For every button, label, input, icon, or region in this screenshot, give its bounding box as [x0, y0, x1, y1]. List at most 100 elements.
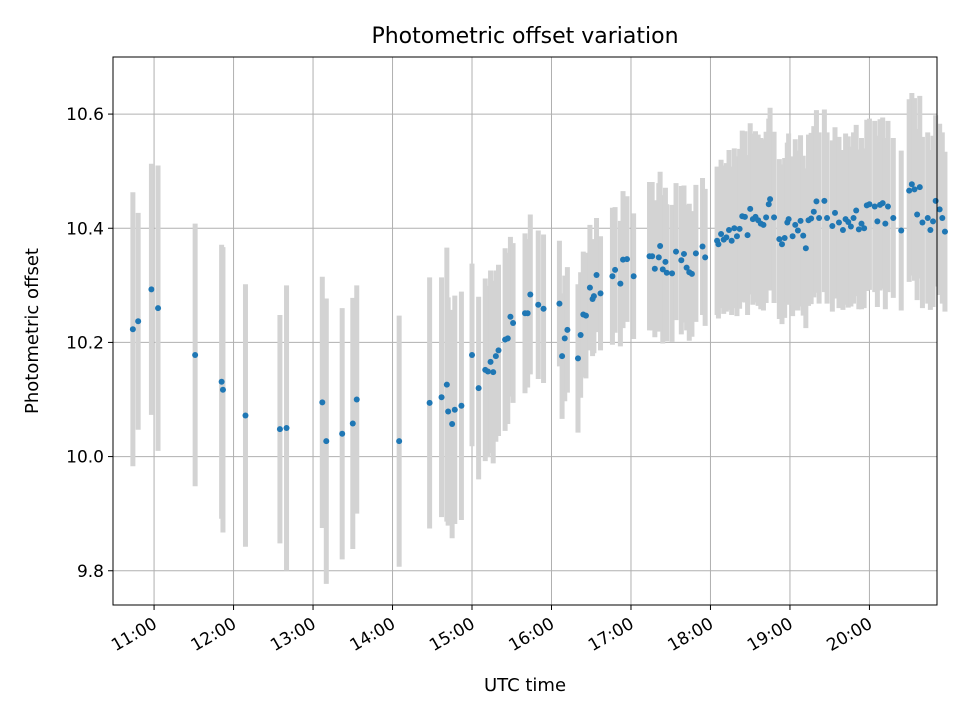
data-point — [771, 214, 778, 221]
data-point — [630, 273, 637, 280]
data-point — [651, 265, 658, 272]
data-point — [911, 186, 918, 193]
data-point — [490, 369, 497, 376]
data-point — [527, 291, 534, 298]
data-point — [649, 253, 656, 260]
data-point — [353, 396, 360, 403]
data-point — [813, 198, 820, 205]
data-point — [148, 286, 155, 293]
data-point — [475, 385, 482, 392]
data-point — [874, 218, 881, 225]
data-point — [802, 245, 809, 252]
data-point — [726, 226, 733, 233]
data-point — [728, 237, 735, 244]
data-point — [792, 221, 799, 228]
data-point — [850, 214, 857, 221]
y-tick-label: 10.4 — [66, 219, 104, 239]
data-point — [678, 257, 685, 264]
data-point — [767, 196, 774, 203]
data-point — [655, 254, 662, 261]
data-point — [731, 225, 738, 232]
data-point — [484, 368, 491, 375]
data-point — [339, 430, 346, 437]
data-point — [861, 225, 868, 232]
data-point — [451, 406, 458, 413]
data-point — [884, 203, 891, 210]
data-point — [779, 241, 786, 248]
data-point — [155, 305, 162, 312]
data-point — [927, 226, 934, 233]
data-point — [882, 220, 889, 227]
data-point — [556, 300, 563, 307]
data-point — [680, 250, 687, 257]
data-point — [763, 214, 770, 221]
data-point — [487, 358, 494, 365]
data-point — [723, 234, 730, 241]
data-point — [810, 208, 817, 215]
data-point — [781, 234, 788, 241]
data-point — [561, 335, 568, 342]
data-point — [821, 197, 828, 204]
data-point — [824, 214, 831, 221]
data-point — [659, 266, 666, 273]
data-point — [276, 426, 283, 433]
y-tick-label: 10.0 — [66, 448, 104, 468]
data-point — [218, 378, 225, 385]
data-point — [871, 203, 878, 210]
data-point — [662, 258, 669, 265]
data-point — [853, 207, 860, 214]
data-point — [669, 270, 676, 277]
data-point — [507, 313, 514, 320]
data-point — [559, 353, 566, 360]
data-point — [715, 241, 722, 248]
data-point — [816, 214, 823, 221]
data-point — [593, 272, 600, 279]
x-axis-label: UTC time — [484, 675, 566, 696]
data-point — [765, 201, 772, 208]
data-point — [319, 399, 326, 406]
data-point — [242, 412, 249, 419]
data-point — [718, 230, 725, 237]
data-point — [906, 187, 913, 194]
data-point — [597, 290, 604, 297]
data-point — [396, 438, 403, 445]
data-point — [504, 335, 511, 342]
data-point — [673, 248, 680, 255]
data-point — [879, 200, 886, 207]
data-point — [445, 408, 452, 415]
data-point — [785, 216, 792, 223]
y-tick-label: 10.6 — [66, 105, 104, 125]
data-point — [794, 227, 801, 234]
plot-frame — [112, 56, 938, 606]
data-point — [924, 214, 931, 221]
data-point — [612, 266, 619, 273]
y-tick-label: 10.2 — [66, 333, 104, 353]
data-point — [495, 347, 502, 354]
data-point — [866, 201, 873, 208]
data-point — [699, 243, 706, 250]
chart-title: Photometric offset variation — [371, 24, 678, 49]
data-point — [692, 250, 699, 257]
data-point — [564, 326, 571, 333]
data-point — [469, 351, 476, 358]
data-point — [192, 351, 199, 358]
data-point — [702, 254, 709, 261]
data-point — [683, 264, 690, 271]
data-point — [129, 326, 136, 333]
data-point — [582, 312, 589, 319]
data-points — [129, 181, 948, 445]
data-point — [747, 205, 754, 212]
data-point — [919, 219, 926, 226]
data-point — [349, 420, 356, 427]
data-point — [426, 399, 433, 406]
data-point — [540, 305, 547, 312]
data-point — [736, 225, 743, 232]
y-axis-label: Photometric offset — [22, 248, 43, 414]
data-point — [898, 227, 905, 234]
data-point — [663, 269, 670, 276]
data-point — [939, 214, 946, 221]
data-point — [574, 355, 581, 362]
data-point — [492, 353, 499, 360]
